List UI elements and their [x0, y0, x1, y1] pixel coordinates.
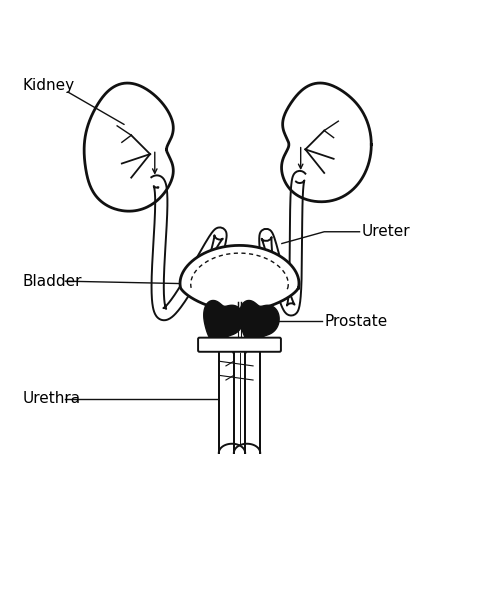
Polygon shape: [180, 245, 299, 311]
Text: Bladder: Bladder: [23, 274, 82, 289]
Text: Kidney: Kidney: [23, 79, 75, 94]
Polygon shape: [282, 83, 371, 202]
Polygon shape: [204, 301, 243, 343]
Polygon shape: [84, 83, 173, 211]
Text: Ureter: Ureter: [362, 224, 411, 239]
FancyBboxPatch shape: [198, 338, 281, 352]
Text: Urethra: Urethra: [23, 391, 81, 406]
Text: Prostate: Prostate: [324, 314, 388, 329]
Polygon shape: [240, 301, 279, 343]
Bar: [219, 353, 260, 453]
